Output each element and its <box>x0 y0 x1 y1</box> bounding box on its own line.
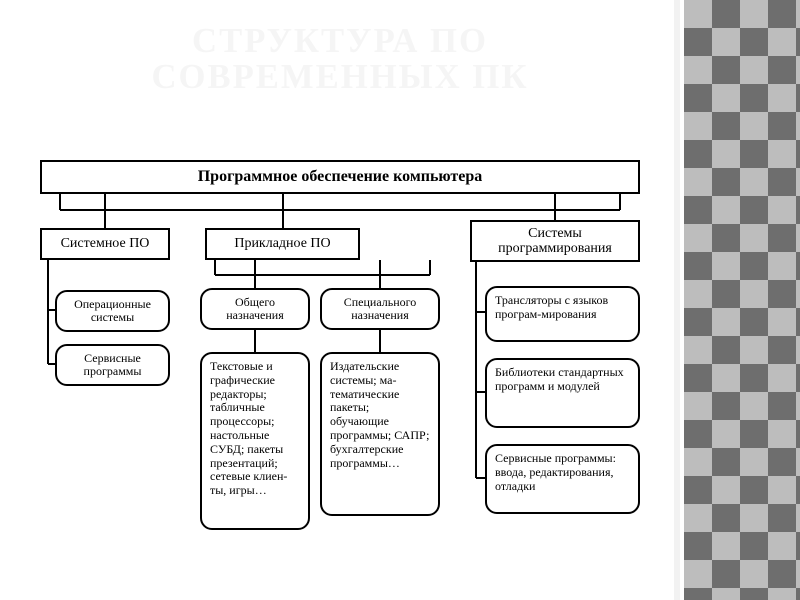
node-root: Программное обеспечение компьютера <box>40 160 640 194</box>
node-application: Прикладное ПО <box>205 228 360 260</box>
checker-pattern <box>680 0 800 600</box>
node-progsys-child-1: Библиотеки стандартных программ и модуле… <box>485 358 640 428</box>
node-progsys-child-2: Сервисные программы: ввода, редактирован… <box>485 444 640 514</box>
ghost-title-line1: СТРУКТУРА ПО <box>40 22 640 61</box>
node-system-child-0: Операционные системы <box>55 290 170 332</box>
node-progsys-child-0: Трансляторы с языков програм-мирования <box>485 286 640 342</box>
node-system: Системное ПО <box>40 228 170 260</box>
node-app-special-detail: Издательские системы; ма-тематические па… <box>320 352 440 516</box>
node-root-label: Программное обеспечение компьютера <box>198 168 483 186</box>
node-app-general: Общего назначения <box>200 288 310 330</box>
node-app-general-detail: Текстовые и графические редакторы; табли… <box>200 352 310 530</box>
node-app-special: Специального назначения <box>320 288 440 330</box>
checker-sidebar <box>680 0 800 600</box>
ghost-title-line2: СОВРЕМЕННЫХ ПК <box>40 58 640 97</box>
node-system-child-1: Сервисные программы <box>55 344 170 386</box>
diagram-canvas: СТРУКТУРА ПО СОВРЕМЕННЫХ ПК Программное … <box>0 0 680 600</box>
node-progsys: Системы программирования <box>470 220 640 262</box>
